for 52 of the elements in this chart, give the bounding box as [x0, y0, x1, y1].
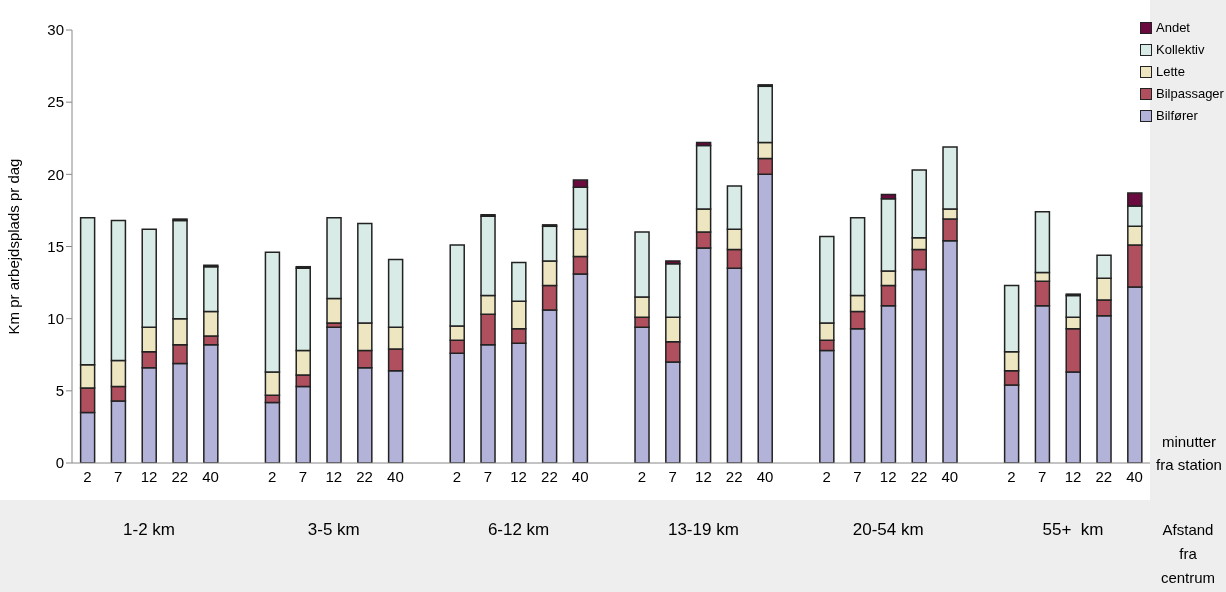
y-tick-label: 0: [55, 454, 64, 472]
x-tick-label: 22: [356, 467, 373, 485]
x-tick-label: 12: [325, 467, 343, 485]
x-tick-label: 7: [114, 467, 123, 485]
x-tick-label: 12: [510, 467, 527, 485]
x-tick-label: 22: [541, 467, 558, 485]
y-tick-label: 15: [47, 237, 64, 255]
y-tick-label: 30: [47, 21, 64, 39]
x-tick-label: 40: [202, 467, 219, 485]
x-tick-label: 2: [83, 467, 92, 485]
legend-label: Bilpassager: [1156, 86, 1224, 101]
x-tick-label: 40: [571, 467, 589, 485]
x-tick-label: 2: [1007, 467, 1016, 485]
text: 3-5 km: [306, 520, 361, 540]
text: Afstand fra centrum: [1159, 520, 1217, 588]
x-tick-label: 2: [452, 467, 462, 485]
x-tick-label: 7: [483, 467, 492, 485]
y-tick-label: 25: [47, 93, 64, 111]
legend-label: Bilfører: [1156, 108, 1198, 123]
legend-label: Lette: [1156, 64, 1185, 79]
y-tick-label: 10: [47, 309, 64, 327]
x-tick-label: 40: [1126, 467, 1143, 485]
x-tick-label: 40: [756, 467, 774, 485]
x-tick-label: 2: [637, 467, 646, 485]
text: 55+ km: [1041, 520, 1105, 540]
x-tick-label: 2: [268, 467, 277, 485]
text: 1-2 km: [122, 520, 176, 540]
bar: [326, 326, 342, 463]
x-tick-label: 7: [853, 467, 862, 485]
x-tick-label: 12: [1064, 467, 1082, 485]
x-tick-label: 7: [668, 467, 677, 485]
y-axis-title: Km pr arbejdsplads pr dag: [5, 158, 23, 335]
x-tick-label: 7: [1038, 467, 1047, 485]
y-tick-label: 20: [47, 165, 64, 183]
x-tick-label: 12: [695, 467, 712, 485]
x-tick-label: 12: [140, 467, 158, 485]
text: 6-12 km: [486, 520, 551, 540]
y-tick-label: 5: [55, 382, 64, 400]
text: 13-19 km: [666, 520, 740, 540]
x-tick-label: 40: [387, 467, 404, 485]
x-tick-label: 22: [171, 467, 189, 485]
legend-label: Andet: [1156, 20, 1190, 35]
x-tick-label: 22: [1095, 467, 1113, 485]
x-tick-label: 2: [822, 467, 831, 485]
x-tick-label: 40: [941, 467, 959, 485]
x-tick-label: 22: [725, 467, 743, 485]
x-tick-label: 12: [879, 467, 897, 485]
text: 20-54 km: [851, 520, 925, 540]
x-tick-label: 22: [910, 467, 928, 485]
x-tick-label: 7: [298, 467, 308, 485]
x-axis-title: minutter fra station: [1155, 432, 1223, 475]
legend-label: Kollektiv: [1156, 42, 1205, 57]
